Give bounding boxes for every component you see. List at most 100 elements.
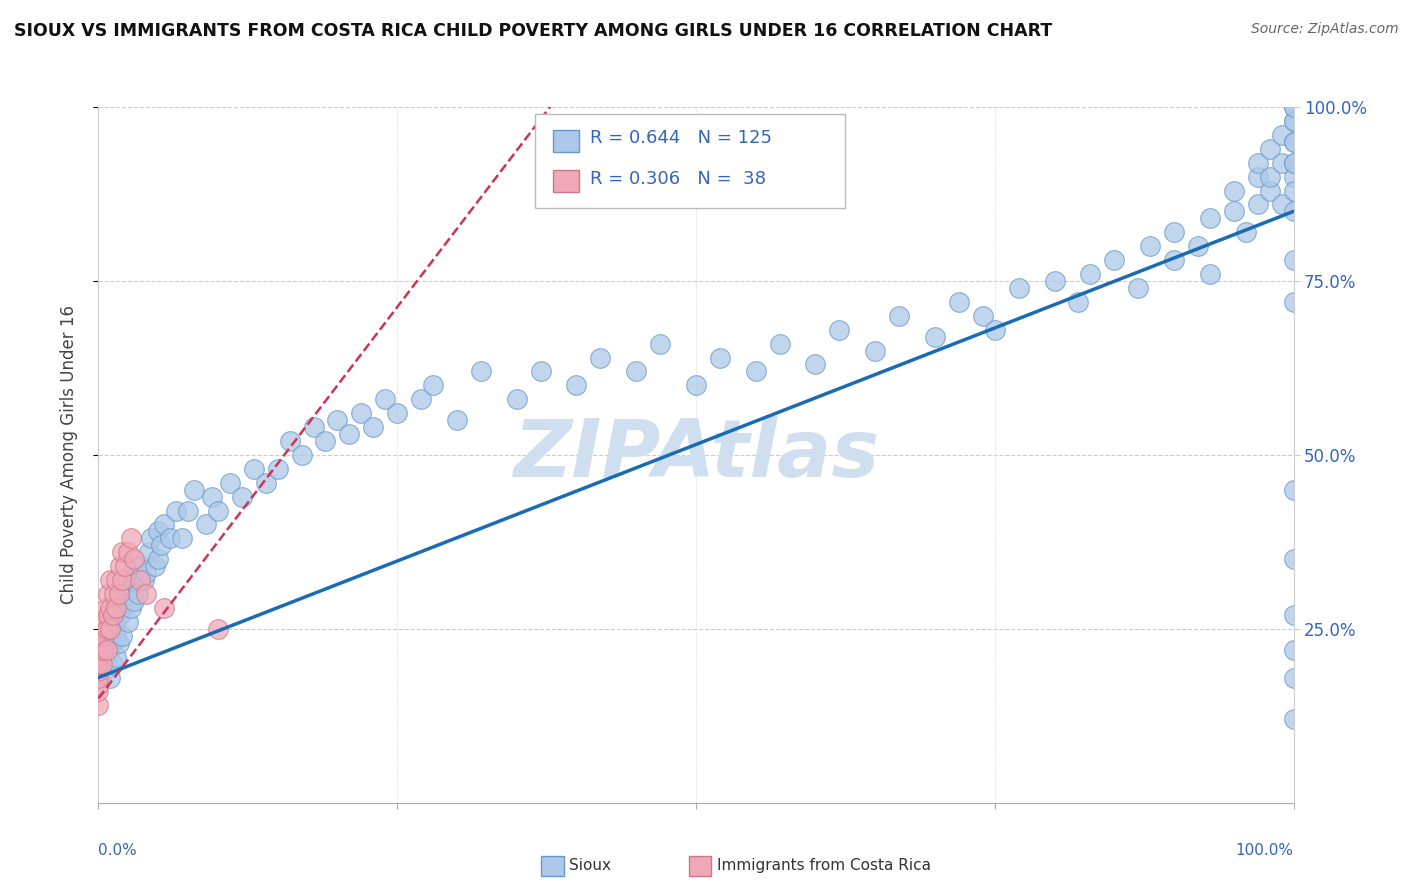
Point bbox=[87, 657, 110, 671]
Point bbox=[207, 503, 229, 517]
Y-axis label: Child Poverty Among Girls Under 16: Child Poverty Among Girls Under 16 bbox=[59, 305, 77, 605]
Point bbox=[1282, 712, 1305, 726]
Point bbox=[183, 483, 205, 497]
Text: SIOUX VS IMMIGRANTS FROM COSTA RICA CHILD POVERTY AMONG GIRLS UNDER 16 CORRELATI: SIOUX VS IMMIGRANTS FROM COSTA RICA CHIL… bbox=[14, 22, 1052, 40]
Point bbox=[385, 406, 409, 420]
Point bbox=[1247, 197, 1270, 211]
Point bbox=[172, 532, 194, 546]
Point bbox=[201, 490, 224, 504]
Point bbox=[87, 671, 110, 685]
Point bbox=[278, 434, 301, 448]
Point bbox=[315, 434, 337, 448]
Point bbox=[101, 657, 124, 671]
Point bbox=[1282, 169, 1305, 184]
Point bbox=[745, 364, 768, 378]
Point bbox=[96, 657, 118, 671]
Point bbox=[1282, 552, 1305, 566]
Point bbox=[1282, 155, 1305, 169]
Point bbox=[350, 406, 373, 420]
Point bbox=[135, 566, 157, 581]
Point bbox=[97, 642, 120, 657]
Point bbox=[1199, 211, 1222, 226]
Point bbox=[1282, 204, 1305, 219]
Point bbox=[98, 622, 122, 636]
Text: Source: ZipAtlas.com: Source: ZipAtlas.com bbox=[1251, 22, 1399, 37]
Point bbox=[121, 573, 143, 587]
Point bbox=[129, 559, 152, 574]
Point bbox=[685, 378, 707, 392]
Point bbox=[1139, 239, 1161, 253]
Point bbox=[1258, 169, 1281, 184]
Point bbox=[243, 462, 266, 476]
Point bbox=[1258, 142, 1281, 156]
Point bbox=[93, 664, 115, 678]
Point bbox=[87, 622, 110, 636]
Point bbox=[565, 378, 588, 392]
Point bbox=[127, 587, 149, 601]
Point bbox=[1282, 114, 1305, 128]
Point bbox=[114, 587, 136, 601]
Point bbox=[254, 475, 277, 490]
Point bbox=[374, 392, 396, 407]
Point bbox=[1282, 671, 1305, 685]
Point bbox=[132, 573, 155, 587]
Point bbox=[1282, 642, 1305, 657]
Point bbox=[1008, 281, 1031, 295]
Point bbox=[105, 629, 128, 643]
Point bbox=[1187, 239, 1209, 253]
Point bbox=[124, 594, 146, 608]
Point bbox=[159, 532, 181, 546]
Point bbox=[93, 649, 115, 664]
Point bbox=[1282, 184, 1305, 198]
Text: Immigrants from Costa Rica: Immigrants from Costa Rica bbox=[717, 858, 931, 873]
Point bbox=[98, 601, 122, 615]
Point bbox=[101, 607, 124, 622]
Point bbox=[98, 629, 122, 643]
Point bbox=[153, 517, 176, 532]
Point bbox=[1282, 135, 1305, 149]
Point bbox=[1258, 184, 1281, 198]
Point bbox=[1282, 607, 1305, 622]
Point bbox=[1282, 253, 1305, 268]
Point bbox=[105, 615, 128, 629]
Point bbox=[1247, 169, 1270, 184]
Point bbox=[1199, 267, 1222, 281]
Point bbox=[972, 309, 994, 323]
Point bbox=[648, 336, 672, 351]
Point bbox=[1067, 294, 1090, 309]
Point bbox=[865, 343, 887, 358]
Point bbox=[87, 642, 110, 657]
Point bbox=[91, 642, 114, 657]
Point bbox=[129, 573, 152, 587]
Text: R = 0.644   N = 125: R = 0.644 N = 125 bbox=[589, 129, 772, 147]
Point bbox=[506, 392, 529, 407]
Point bbox=[105, 649, 128, 664]
Bar bbox=[553, 169, 579, 192]
Point bbox=[1223, 184, 1246, 198]
Point bbox=[1043, 274, 1066, 288]
Point bbox=[889, 309, 911, 323]
Point bbox=[339, 427, 361, 442]
Point bbox=[87, 677, 110, 691]
Point bbox=[1234, 225, 1257, 239]
FancyBboxPatch shape bbox=[534, 114, 845, 208]
Point bbox=[91, 657, 114, 671]
Point bbox=[267, 462, 290, 476]
Point bbox=[111, 601, 134, 615]
Point bbox=[177, 503, 200, 517]
Point bbox=[1128, 281, 1150, 295]
Point bbox=[93, 615, 115, 629]
Point bbox=[589, 351, 612, 365]
Point bbox=[108, 559, 131, 574]
Point bbox=[804, 358, 827, 372]
Text: 100.0%: 100.0% bbox=[1236, 843, 1294, 858]
Point bbox=[530, 364, 553, 378]
Point bbox=[1247, 155, 1270, 169]
Point bbox=[94, 601, 117, 615]
Point bbox=[709, 351, 731, 365]
Point bbox=[135, 587, 157, 601]
Point bbox=[139, 532, 162, 546]
Point bbox=[105, 601, 128, 615]
Point bbox=[120, 601, 142, 615]
Text: ZIPAtlas: ZIPAtlas bbox=[513, 416, 879, 494]
